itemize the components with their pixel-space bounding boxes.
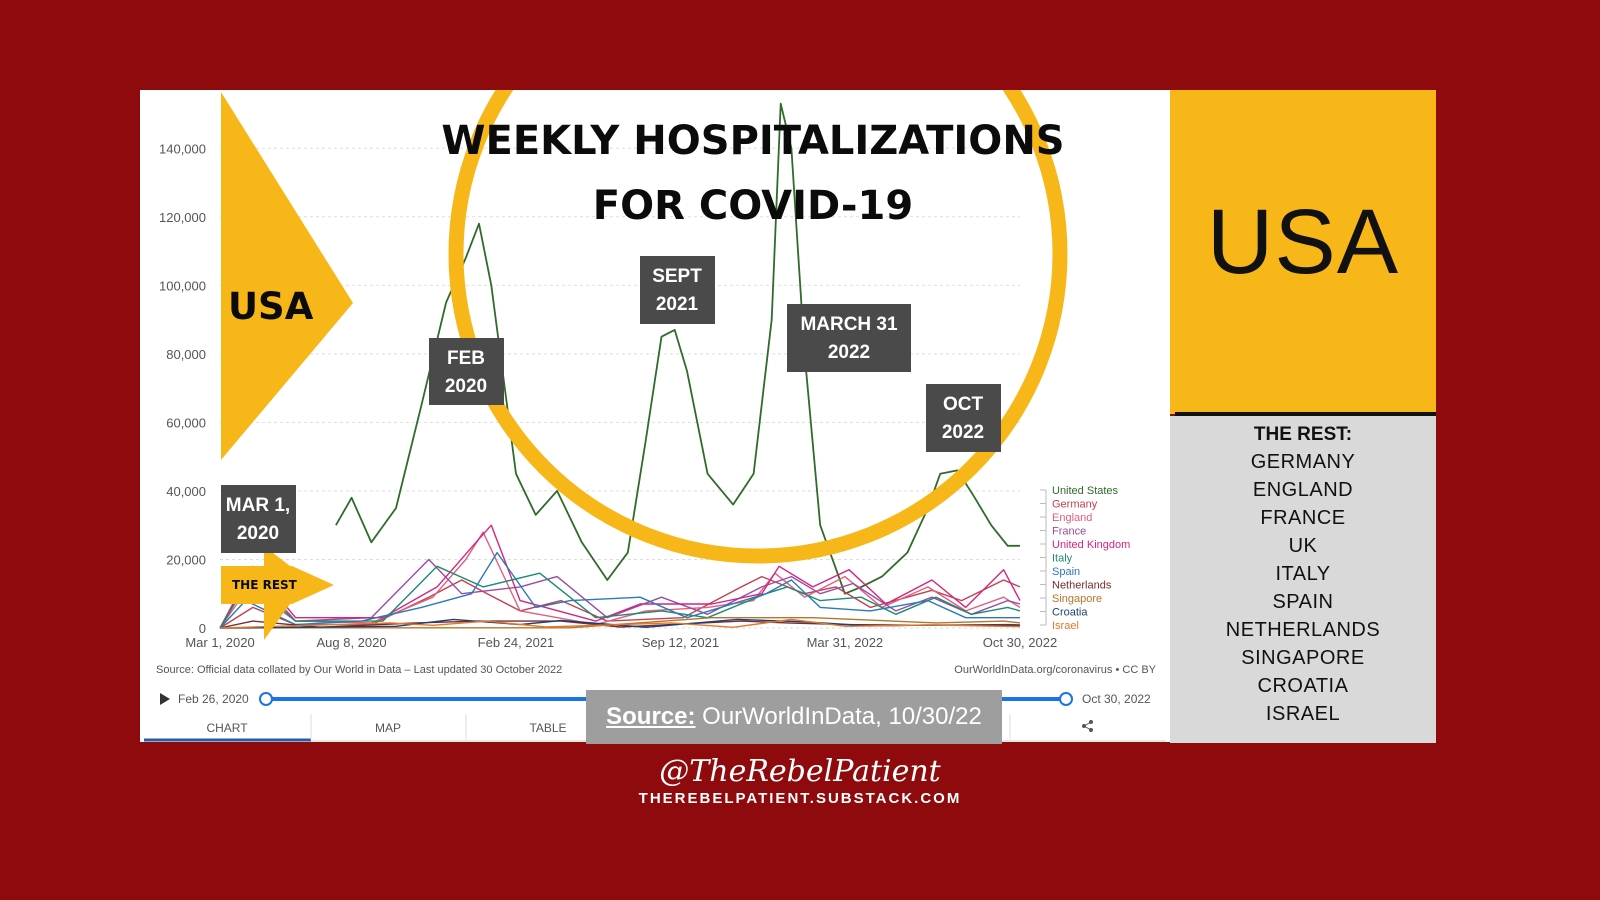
play-icon[interactable] — [160, 693, 170, 705]
x-axis: Mar 1, 2020 Aug 8, 2020 Feb 24, 2021 Sep 12… — [185, 635, 1057, 650]
series-line-israel — [219, 618, 1021, 629]
annotation-mar-1-2020: MAR 1, 2020 — [221, 485, 296, 553]
series-line-england — [219, 531, 1021, 629]
rest-country-item: SINGAPORE — [1241, 647, 1365, 669]
series-line-germany — [219, 575, 1021, 629]
rest-country-list: GERMANY ENGLAND FRANCE UK ITALY SPAIN NE… — [1170, 448, 1436, 728]
side-panel-usa: USA — [1170, 90, 1436, 414]
svg-text:FEB: FEB — [447, 348, 485, 369]
tab-table[interactable]: TABLE — [529, 721, 566, 735]
legend-entry: Spain — [1052, 566, 1080, 578]
legend-entry: Singapore — [1052, 593, 1102, 605]
y-tick-label: 20,000 — [166, 552, 206, 567]
tab-map[interactable]: MAP — [375, 721, 401, 735]
legend-entry: France — [1052, 526, 1086, 538]
timeline-handle-end[interactable] — [1059, 692, 1073, 706]
x-tick-label: Feb 24, 2021 — [478, 635, 555, 650]
y-tick-label: 100,000 — [159, 278, 206, 293]
tab-chart[interactable]: CHART — [206, 721, 248, 735]
highlight-ring — [448, 90, 1068, 564]
series-line-singapore — [219, 617, 1021, 629]
rest-country-item: NETHERLANDS — [1225, 619, 1381, 641]
y-axis: 0 20,000 40,000 60,000 80,000 100,000 120,000 1… — [159, 141, 206, 636]
y-tick-label: 120,000 — [159, 210, 206, 225]
svg-text:MARCH 31: MARCH 31 — [800, 314, 898, 335]
rest-country-item: GERMANY — [1250, 451, 1356, 473]
side-panel-divider — [1175, 412, 1436, 416]
footer-site[interactable]: THEREBELPATIENT.SUBSTACK.COM — [638, 790, 962, 807]
rest-arrow-label: THE REST — [232, 578, 298, 592]
x-tick-label: Mar 31, 2022 — [807, 635, 884, 650]
timeline-handle-start[interactable] — [259, 692, 273, 706]
side-panel-title: USA — [1206, 191, 1400, 293]
annotation-march-31-2022: MARCH 31 2022 — [787, 304, 911, 372]
timeline-start: Feb 26, 2020 — [178, 692, 249, 706]
chart-source: Source: Official data collated by Our Wo… — [156, 664, 562, 676]
rest-heading: THE REST: — [1253, 424, 1353, 445]
legend-entry: United States — [1052, 485, 1119, 497]
source-label: Source: — [606, 703, 696, 730]
chart-title-line1: WEEKLY HOSPITALIZATIONS — [441, 118, 1064, 164]
chart-title-line2: FOR COVID-19 — [593, 183, 913, 229]
x-tick-label: Aug 8, 2020 — [316, 635, 386, 650]
series-line-france — [219, 558, 1021, 629]
x-tick-label: Mar 1, 2020 — [185, 635, 254, 650]
chart-svg: 0 20,000 40,000 60,000 80,000 100,000 120,000 1… — [144, 90, 1166, 742]
legend-entry: Italy — [1052, 553, 1073, 565]
rest-country-item: UK — [1288, 535, 1318, 557]
series-lines — [219, 102, 1021, 629]
legend-entry: Germany — [1052, 499, 1098, 511]
svg-text:OCT: OCT — [943, 394, 984, 415]
rest-country-item: FRANCE — [1260, 507, 1346, 529]
usa-arrow — [221, 92, 353, 460]
y-tick-label: 0 — [199, 621, 206, 636]
svg-text:2022: 2022 — [942, 422, 984, 443]
chart-credit: OurWorldInData.org/coronavirus • CC BY — [954, 664, 1156, 676]
rest-country-item: ISRAEL — [1265, 703, 1341, 725]
rest-arrow — [221, 566, 334, 604]
source-overlay: Source: OurWorldInData, 10/30/22 — [586, 690, 1002, 744]
annotation-feb-2020: FEB 2020 — [429, 338, 504, 405]
annotation-oct-2022: OCT 2022 — [926, 384, 1001, 452]
svg-text:2021: 2021 — [656, 294, 699, 315]
source-value: OurWorldInData, 10/30/22 — [695, 703, 982, 730]
x-tick-label: Oct 30, 2022 — [983, 635, 1057, 650]
rest-country-item: ENGLAND — [1252, 479, 1354, 501]
series-line-united-states — [335, 102, 1020, 595]
rest-country-item: ITALY — [1275, 563, 1331, 585]
annotation-sept-2021: SEPT 2021 — [640, 256, 715, 324]
y-tick-label: 40,000 — [166, 484, 206, 499]
y-tick-label: 60,000 — [166, 415, 206, 430]
share-icon[interactable] — [1082, 720, 1093, 732]
legend-entry: England — [1052, 512, 1092, 524]
svg-text:2020: 2020 — [445, 376, 487, 397]
svg-text:MAR 1,: MAR 1, — [226, 495, 290, 516]
svg-text:2020: 2020 — [237, 523, 279, 544]
rest-country-item: SPAIN — [1272, 591, 1334, 613]
y-tick-label: 140,000 — [159, 141, 206, 156]
legend-entry: United Kingdom — [1052, 539, 1130, 551]
svg-text:SEPT: SEPT — [652, 266, 702, 287]
timeline-end: Oct 30, 2022 — [1082, 692, 1151, 706]
series-line-spain — [219, 551, 1020, 629]
usa-arrow-label: USA — [228, 285, 314, 328]
rest-country-item: CROATIA — [1257, 675, 1349, 697]
chart-panel: 0 20,000 40,000 60,000 80,000 100,000 120,000 1… — [140, 90, 1170, 742]
side-panel-rest: THE REST: GERMANY ENGLAND FRANCE UK ITAL… — [1170, 416, 1436, 743]
y-tick-label: 80,000 — [166, 347, 206, 362]
legend-entry: Israel — [1052, 620, 1079, 632]
legend-entry: Croatia — [1052, 607, 1088, 619]
legend-entry: Netherlands — [1052, 580, 1112, 592]
svg-text:2022: 2022 — [828, 342, 870, 363]
x-tick-label: Sep 12, 2021 — [642, 635, 719, 650]
footer-handle: @TheRebelPatient — [659, 754, 941, 789]
